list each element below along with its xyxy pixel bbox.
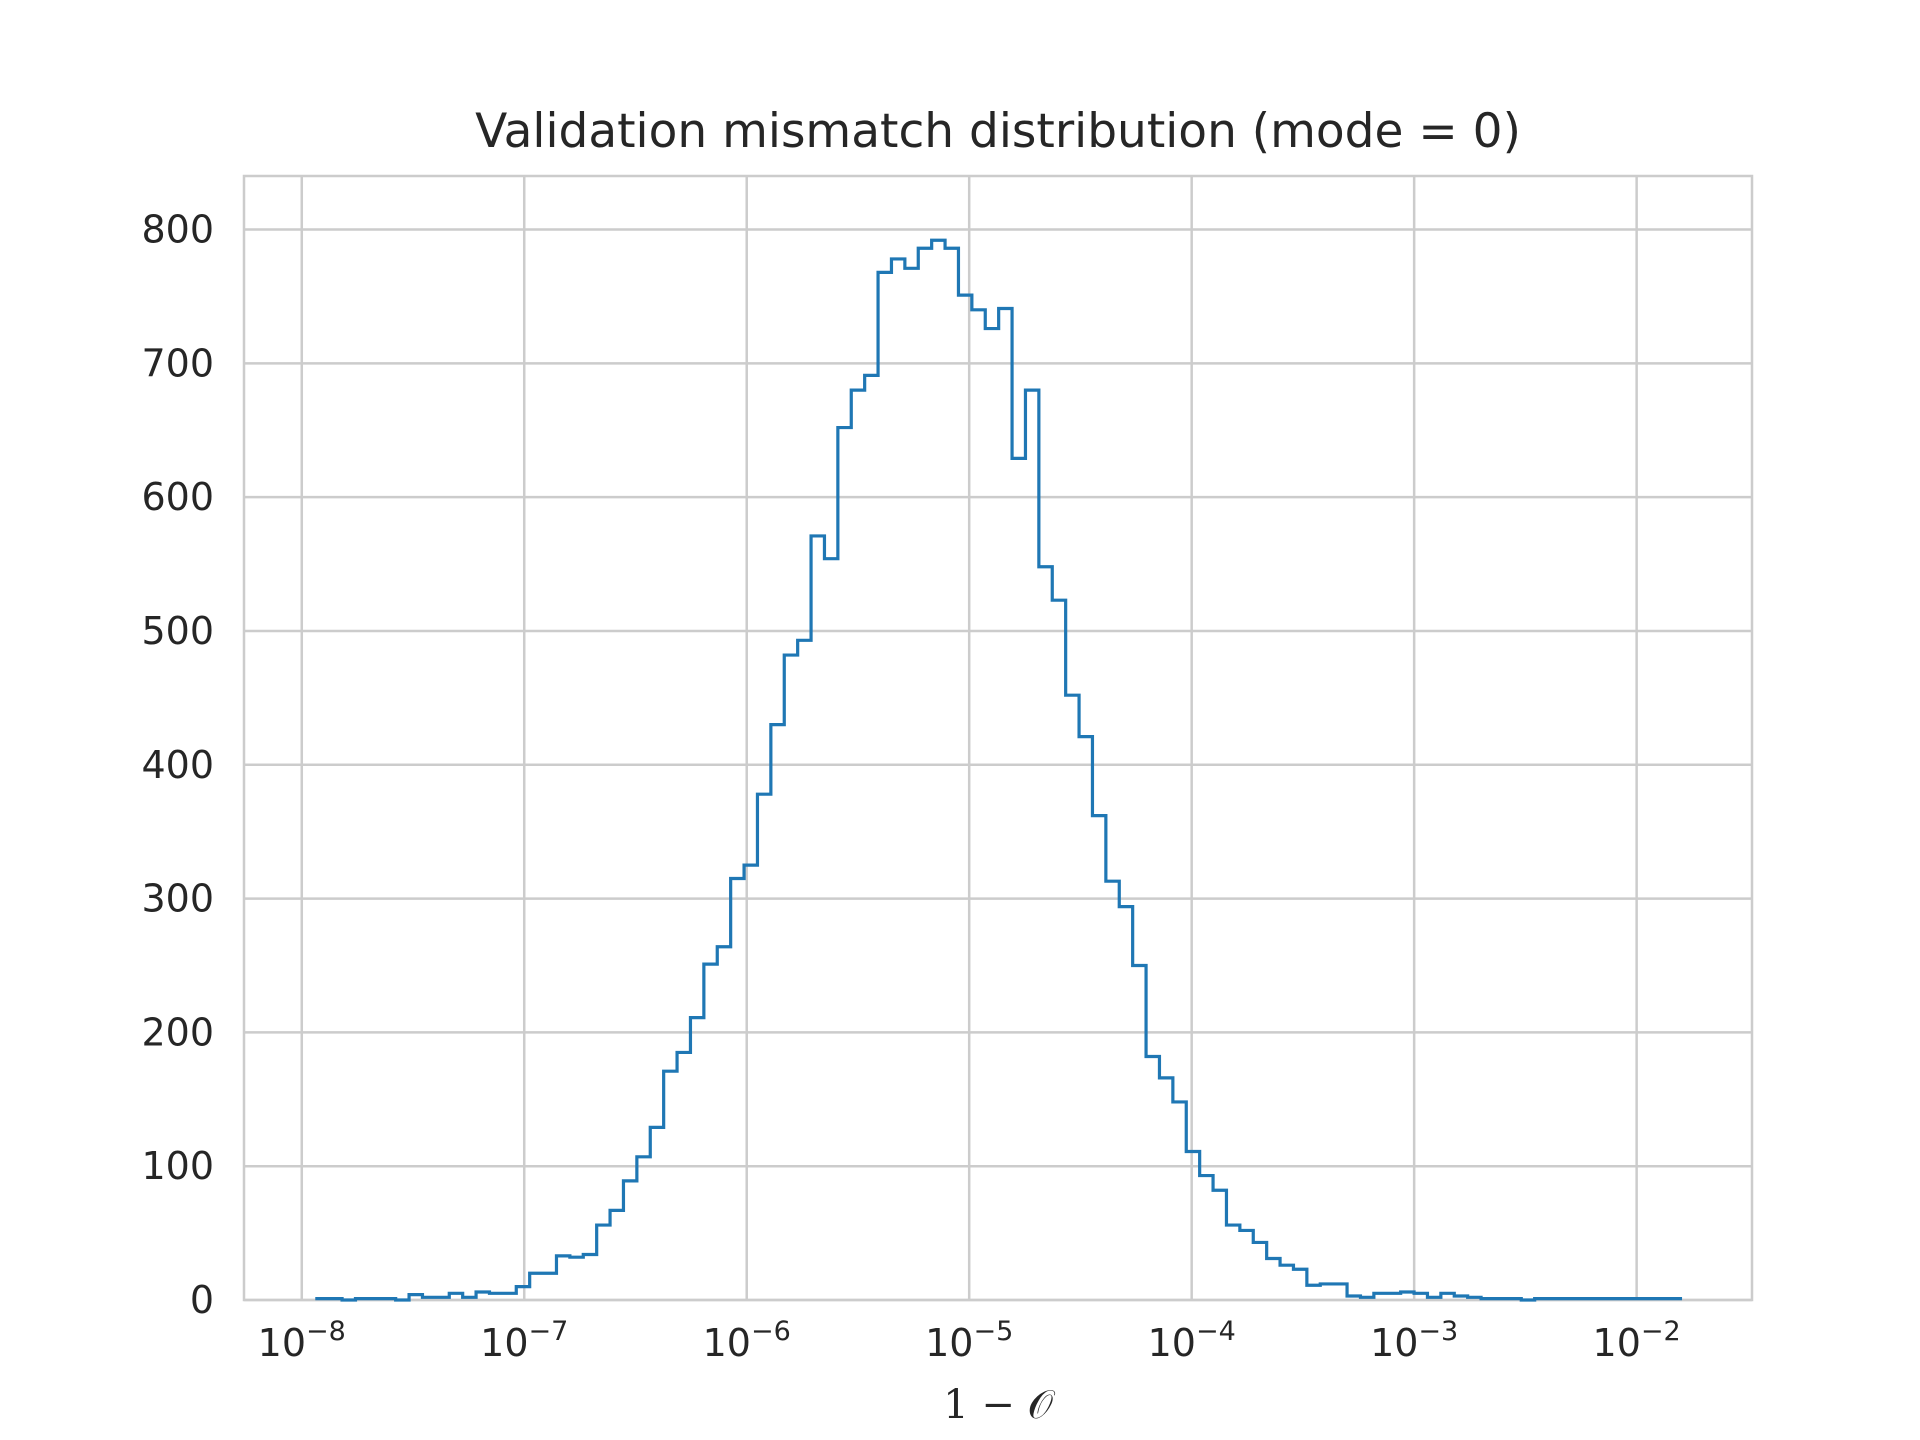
y-tick-label: 100: [141, 1144, 214, 1188]
x-tick-label: 10−5: [925, 1316, 1013, 1365]
x-axis-label: 1 − 𝒪: [943, 1382, 1055, 1428]
y-tick-label: 300: [141, 877, 214, 921]
y-tick-label: 800: [141, 208, 214, 252]
x-tick-label: 10−7: [480, 1316, 568, 1365]
y-tick-label: 700: [141, 341, 214, 385]
chart-title: Validation mismatch distribution (mode =…: [475, 104, 1521, 159]
x-axis-ticks: 10−8 10−7 10−6 10−5 10−4 10−3 10−2: [258, 1316, 1681, 1365]
grid: [244, 176, 1752, 1302]
x-tick-label: 10−6: [703, 1316, 791, 1365]
y-tick-label: 200: [141, 1010, 214, 1054]
plot-frame: [242, 174, 1754, 1302]
y-axis-ticks: 0 100 200 300 400 500 600 700 800: [141, 208, 214, 1322]
y-tick-label: 0: [190, 1278, 214, 1322]
x-tick-label: 10−2: [1593, 1316, 1681, 1365]
y-tick-label: 500: [141, 609, 214, 653]
y-tick-label: 600: [141, 475, 214, 519]
x-tick-label: 10−8: [258, 1316, 346, 1365]
x-tick-label: 10−4: [1148, 1316, 1236, 1365]
y-tick-label: 400: [141, 743, 214, 787]
histogram-series: [315, 238, 1683, 1302]
x-tick-label: 10−3: [1370, 1316, 1458, 1365]
